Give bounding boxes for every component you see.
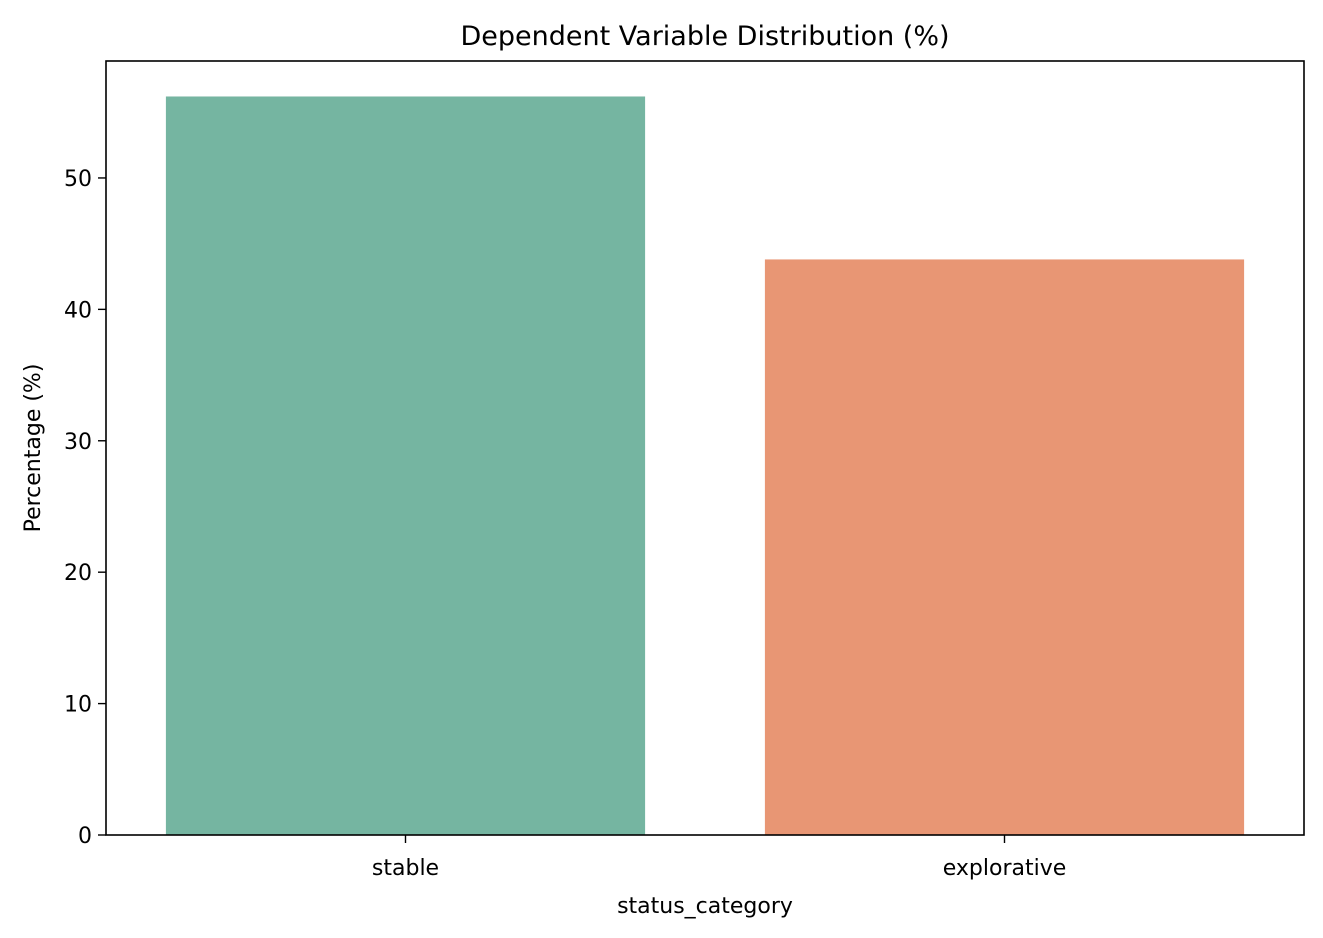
y-axis-ticks: 0 10 20 30 40 50 (64, 167, 106, 849)
x-tick-label: stable (372, 856, 439, 881)
plot-frame (105, 60, 1305, 836)
y-tick-label: 40 (64, 298, 92, 323)
y-axis-label: Percentage (%) (21, 364, 46, 533)
y-tick-label: 20 (64, 561, 92, 586)
y-tick-label: 0 (78, 824, 92, 849)
y-tick-label: 30 (64, 430, 92, 455)
x-tick-label: explorative (943, 856, 1067, 881)
y-tick-label: 10 (64, 693, 92, 718)
bar-stable (165, 96, 646, 836)
x-axis-label: status_category (617, 894, 793, 919)
chart-title: Dependent Variable Distribution (%) (460, 21, 949, 52)
y-tick-label: 50 (64, 167, 92, 192)
bars-group (165, 96, 1245, 836)
x-axis-ticks: stable explorative (372, 835, 1066, 881)
bar-explorative (764, 259, 1245, 835)
